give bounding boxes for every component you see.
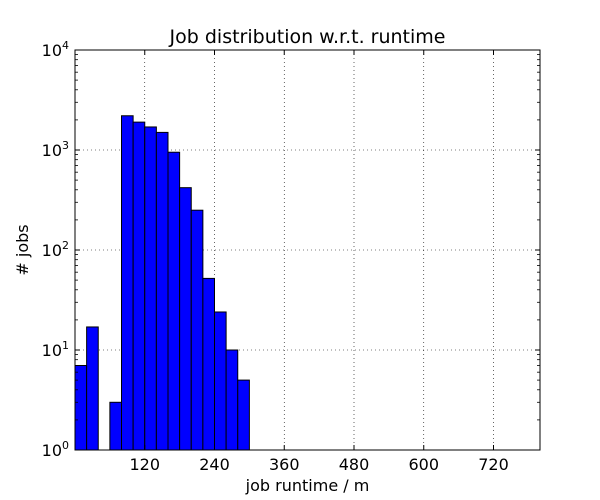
x-tick-label: 720 [478,455,509,474]
histogram-bar [74,364,88,451]
y-axis-label: # jobs [13,224,32,275]
y-tick-label: 104 [42,39,69,60]
x-tick-label: 600 [408,455,439,474]
histogram-bar [202,277,215,451]
histogram-bar [167,151,181,451]
y-tick-label: 100 [42,439,69,460]
chart-title: Job distribution w.r.t. runtime [169,26,446,48]
y-tick-label: 101 [42,339,69,360]
y-tick-label: 103 [42,139,69,160]
histogram-bar [155,131,169,451]
x-tick-label: 360 [269,455,300,474]
y-tick-label: 102 [42,239,69,260]
y-tick-labels: 100 101 102 103 104 [42,39,69,460]
histogram-bar [109,401,122,451]
histogram-bar [214,311,227,451]
x-tick-label: 240 [199,455,230,474]
histogram-bar [237,379,250,451]
histogram-bar [144,126,157,451]
histogram-bar [121,115,134,451]
histogram-bar [179,187,192,451]
histogram-bar [190,209,204,451]
histogram-bar [225,349,239,451]
histogram-bar [86,326,99,451]
x-tick-label: 480 [339,455,370,474]
axes-frame [74,49,541,451]
histogram-bar [132,121,146,451]
x-tick-label: 120 [129,455,160,474]
x-tick-labels: 120 240 360 480 600 720 [129,455,508,474]
x-axis-label: job runtime / m [245,476,370,495]
